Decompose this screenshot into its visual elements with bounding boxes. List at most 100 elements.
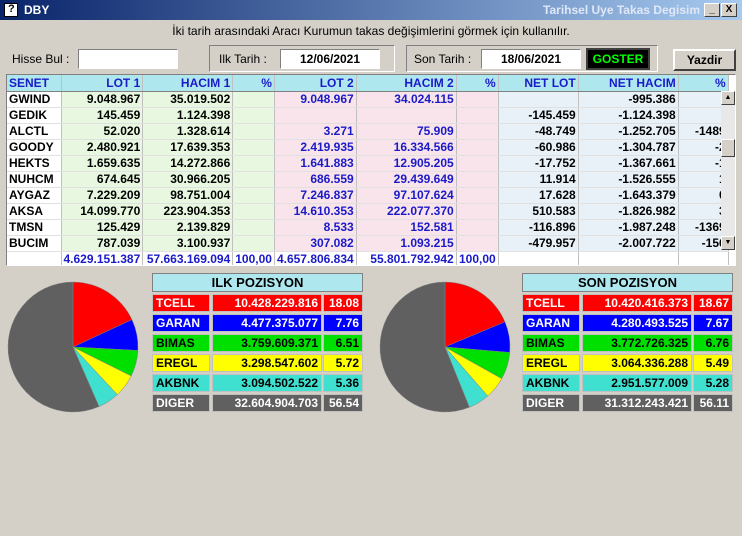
- table-cell: -145.459: [498, 107, 579, 124]
- window-title: DBY: [24, 3, 50, 17]
- totals-row: 4.629.151.387 57.663.169.094 100,00 4.657.8…: [7, 251, 729, 265]
- table-row[interactable]: AKSA 14.099.770 223.904.353 14.610.353 222.0…: [7, 203, 729, 220]
- position-value: 32.604.904.703: [212, 394, 322, 412]
- table-cell: 1: [678, 171, 729, 188]
- table-cell: 510.583: [498, 203, 579, 220]
- minimize-button[interactable]: _: [704, 3, 720, 17]
- end-date-label: Son Tarih :: [414, 52, 472, 66]
- end-date-group: [406, 45, 658, 72]
- table-cell: 145.459: [61, 107, 144, 124]
- table-cell: 1.093.215: [356, 235, 457, 252]
- table-cell: 125.429: [61, 219, 144, 236]
- table-cell: 307.082: [274, 235, 357, 252]
- table-cell: 14.272.866: [142, 155, 234, 172]
- table-cell: [232, 219, 275, 236]
- table-cell: 223.904.353: [142, 203, 234, 220]
- column-header[interactable]: NET HACIM: [578, 75, 679, 92]
- table-cell: [678, 107, 729, 124]
- table-cell: BUCIM: [7, 235, 62, 252]
- position-percent: 5.36: [323, 374, 363, 392]
- table-row[interactable]: GEDIK 145.459 1.124.398 -145.459 -1.124.398: [7, 107, 729, 124]
- ilk-pozisyon-pie: [7, 281, 139, 413]
- table-cell: [456, 235, 499, 252]
- table-row[interactable]: TMSN 125.429 2.139.829 8.533 152.581 -116.896…: [7, 219, 729, 236]
- table-cell: AYGAZ: [7, 187, 62, 204]
- table-cell: 3.271: [274, 123, 357, 140]
- grid-scrollbar[interactable]: ▲ ▼: [721, 91, 735, 250]
- print-button[interactable]: Yazdir: [673, 49, 736, 71]
- table-row[interactable]: NUHCM 674.645 30.966.205 686.559 29.439.649 1…: [7, 171, 729, 188]
- close-button[interactable]: X: [721, 3, 737, 17]
- table-cell: 2.139.829: [142, 219, 234, 236]
- table-row[interactable]: GWIND 9.048.967 35.019.502 9.048.967 34.024.…: [7, 91, 729, 108]
- position-name: GARAN: [152, 314, 210, 332]
- total-cell: 57.663.169.094: [142, 251, 234, 265]
- pie-slice-tcell: [72, 281, 133, 348]
- takas-grid[interactable]: SENET LOT 1 HACIM 1% LOT 2 HACIM 2% NET LOT NE…: [6, 74, 736, 266]
- total-cell: [678, 251, 729, 265]
- position-value: 4.477.375.077: [212, 314, 322, 332]
- position-name: EREGL: [152, 354, 210, 372]
- table-cell: 35.019.502: [142, 91, 234, 108]
- son-pozisyon-title: SON POZISYON: [522, 273, 733, 292]
- search-input[interactable]: [78, 49, 178, 69]
- table-cell: -156: [678, 235, 729, 252]
- total-cell: 4.657.806.834: [274, 251, 357, 265]
- table-cell: 1.124.398: [142, 107, 234, 124]
- scroll-up-icon[interactable]: ▲: [721, 91, 735, 105]
- position-value: 10.420.416.373: [582, 294, 692, 312]
- end-date-field[interactable]: 18/06/2021: [481, 49, 581, 69]
- table-cell: [456, 219, 499, 236]
- table-row[interactable]: ALCTL 52.020 1.328.614 3.271 75.909 -48.749 -1…: [7, 123, 729, 140]
- app-icon[interactable]: [4, 3, 18, 17]
- table-cell: AKSA: [7, 203, 62, 220]
- column-header[interactable]: HACIM 2: [356, 75, 457, 92]
- table-row[interactable]: AYGAZ 7.229.209 98.751.004 7.246.837 97.107.…: [7, 187, 729, 204]
- position-value: 3.064.336.288: [582, 354, 692, 372]
- table-cell: -1.526.555: [578, 171, 679, 188]
- table-cell: 9.048.967: [61, 91, 144, 108]
- table-cell: 1.328.614: [142, 123, 234, 140]
- start-date-field[interactable]: 12/06/2021: [280, 49, 380, 69]
- show-button[interactable]: GOSTER: [586, 48, 650, 70]
- position-percent: 7.67: [693, 314, 733, 332]
- table-cell: 152.581: [356, 219, 457, 236]
- table-cell: 2.480.921: [61, 139, 144, 156]
- column-header[interactable]: %: [232, 75, 275, 92]
- table-cell: ALCTL: [7, 123, 62, 140]
- start-date-label: Ilk Tarih :: [219, 52, 267, 66]
- scroll-thumb[interactable]: [721, 139, 735, 157]
- column-header[interactable]: NET LOT: [498, 75, 579, 92]
- table-cell: GEDIK: [7, 107, 62, 124]
- table-cell: [456, 203, 499, 220]
- table-cell: [232, 107, 275, 124]
- table-cell: 16.334.566: [356, 139, 457, 156]
- table-cell: -1.826.982: [578, 203, 679, 220]
- table-cell: -1: [678, 155, 729, 172]
- table-cell: -1.304.787: [578, 139, 679, 156]
- table-cell: -1.643.379: [578, 187, 679, 204]
- position-name: DIGER: [152, 394, 210, 412]
- table-cell: 1.659.635: [61, 155, 144, 172]
- column-header[interactable]: HACIM 1: [142, 75, 234, 92]
- position-percent: 18.67: [693, 294, 733, 312]
- column-header[interactable]: %: [678, 75, 729, 92]
- position-value: 4.280.493.525: [582, 314, 692, 332]
- scroll-down-icon[interactable]: ▼: [721, 236, 735, 250]
- table-cell: 14.610.353: [274, 203, 357, 220]
- table-row[interactable]: GOODY 2.480.921 17.639.353 2.419.935 16.334.…: [7, 139, 729, 156]
- table-cell: GOODY: [7, 139, 62, 156]
- table-cell: [232, 155, 275, 172]
- column-header[interactable]: SENET: [7, 75, 62, 92]
- table-row[interactable]: HEKTS 1.659.635 14.272.866 1.641.883 12.905.…: [7, 155, 729, 172]
- column-header[interactable]: %: [456, 75, 499, 92]
- table-cell: 98.751.004: [142, 187, 234, 204]
- table-cell: [456, 123, 499, 140]
- table-cell: [232, 139, 275, 156]
- table-cell: 2.419.935: [274, 139, 357, 156]
- column-header[interactable]: LOT 2: [274, 75, 357, 92]
- table-cell: [232, 91, 275, 108]
- column-header[interactable]: LOT 1: [61, 75, 144, 92]
- table-cell: GWIND: [7, 91, 62, 108]
- table-row[interactable]: BUCIM 787.039 3.100.937 307.082 1.093.215 -47…: [7, 235, 729, 252]
